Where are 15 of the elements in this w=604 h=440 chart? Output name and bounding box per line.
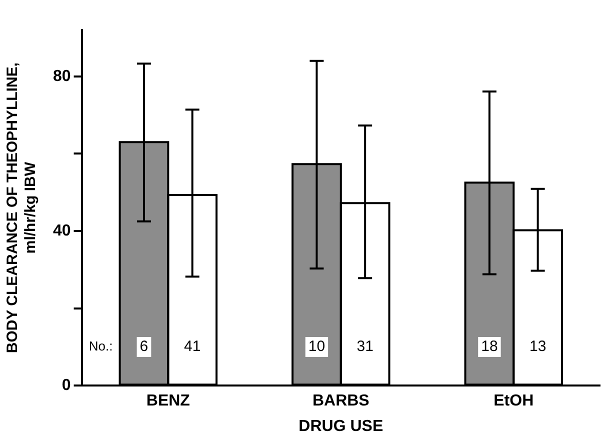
annotation: 10	[308, 338, 326, 356]
y-axis-title: BODY CLEARANCE OF THEOPHYLLINE, ml/hr/kg IBW	[4, 62, 40, 354]
x-tick-label: BARBS	[312, 392, 370, 410]
x-tick-label: EtOH	[494, 392, 534, 410]
y-tick-label: 40	[53, 222, 71, 240]
y-tick-label: 80	[53, 68, 71, 85]
annotation: No.:	[88, 338, 113, 354]
annotation: 41	[184, 338, 201, 356]
annotation: 13	[529, 338, 546, 356]
annotation: 31	[356, 338, 374, 356]
x-axis-title: DRUG USE	[298, 418, 384, 435]
y-tick-label: 0	[62, 377, 71, 394]
annotation: 18	[481, 338, 498, 356]
annotation: 6	[140, 338, 148, 356]
x-tick-label: BENZ	[146, 392, 190, 410]
